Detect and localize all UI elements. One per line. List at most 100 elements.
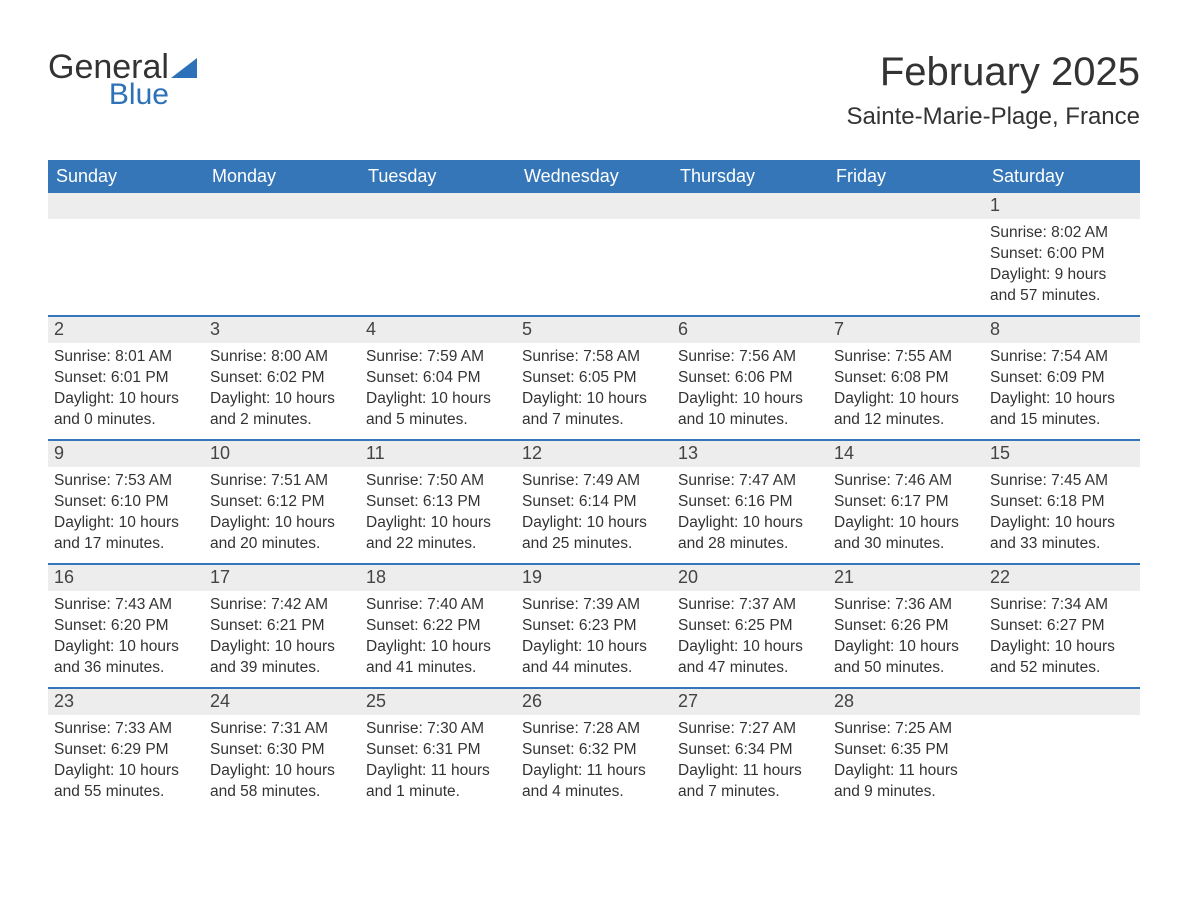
logo: General Blue xyxy=(48,50,203,110)
day-number: 8 xyxy=(984,317,1140,343)
sunrise-text: Sunrise: 7:28 AM xyxy=(522,719,666,740)
day-body: Sunrise: 7:49 AMSunset: 6:14 PMDaylight:… xyxy=(516,467,672,563)
week-row: 9101112131415Sunrise: 7:53 AMSunset: 6:1… xyxy=(48,439,1140,563)
day-body xyxy=(828,219,984,315)
day-body: Sunrise: 7:46 AMSunset: 6:17 PMDaylight:… xyxy=(828,467,984,563)
logo-text: General Blue xyxy=(48,50,169,110)
day-body xyxy=(984,715,1140,811)
day-number xyxy=(828,193,984,219)
dow-cell: Saturday xyxy=(984,160,1140,193)
sunrise-text: Sunrise: 7:39 AM xyxy=(522,595,666,616)
sunrise-text: Sunrise: 7:43 AM xyxy=(54,595,198,616)
daylight-text: Daylight: 10 hours and 36 minutes. xyxy=(54,637,198,679)
sunrise-text: Sunrise: 7:31 AM xyxy=(210,719,354,740)
daylight-text: Daylight: 9 hours and 57 minutes. xyxy=(990,265,1134,307)
day-body: Sunrise: 7:33 AMSunset: 6:29 PMDaylight:… xyxy=(48,715,204,811)
day-number: 19 xyxy=(516,565,672,591)
daylight-text: Daylight: 10 hours and 0 minutes. xyxy=(54,389,198,431)
sunrise-text: Sunrise: 7:27 AM xyxy=(678,719,822,740)
day-number: 6 xyxy=(672,317,828,343)
day-body: Sunrise: 7:58 AMSunset: 6:05 PMDaylight:… xyxy=(516,343,672,439)
day-number: 13 xyxy=(672,441,828,467)
day-number xyxy=(672,193,828,219)
sunset-text: Sunset: 6:20 PM xyxy=(54,616,198,637)
daylight-text: Daylight: 10 hours and 22 minutes. xyxy=(366,513,510,555)
day-body: Sunrise: 7:47 AMSunset: 6:16 PMDaylight:… xyxy=(672,467,828,563)
sunset-text: Sunset: 6:01 PM xyxy=(54,368,198,389)
sunrise-text: Sunrise: 7:47 AM xyxy=(678,471,822,492)
day-number: 2 xyxy=(48,317,204,343)
sunrise-text: Sunrise: 7:55 AM xyxy=(834,347,978,368)
logo-triangle-icon xyxy=(171,56,203,85)
day-number xyxy=(984,689,1140,715)
daylight-text: Daylight: 11 hours and 9 minutes. xyxy=(834,761,978,803)
daylight-text: Daylight: 10 hours and 28 minutes. xyxy=(678,513,822,555)
sunrise-text: Sunrise: 7:33 AM xyxy=(54,719,198,740)
daylight-text: Daylight: 10 hours and 58 minutes. xyxy=(210,761,354,803)
day-number: 9 xyxy=(48,441,204,467)
sunrise-text: Sunrise: 7:34 AM xyxy=(990,595,1134,616)
daylight-text: Daylight: 11 hours and 4 minutes. xyxy=(522,761,666,803)
weeks-container: 1Sunrise: 8:02 AMSunset: 6:00 PMDaylight… xyxy=(48,193,1140,811)
daylight-text: Daylight: 10 hours and 17 minutes. xyxy=(54,513,198,555)
dow-cell: Thursday xyxy=(672,160,828,193)
daylight-text: Daylight: 10 hours and 33 minutes. xyxy=(990,513,1134,555)
dow-row: Sunday Monday Tuesday Wednesday Thursday… xyxy=(48,160,1140,193)
day-number: 24 xyxy=(204,689,360,715)
day-number: 21 xyxy=(828,565,984,591)
sunset-text: Sunset: 6:17 PM xyxy=(834,492,978,513)
week-row: 16171819202122Sunrise: 7:43 AMSunset: 6:… xyxy=(48,563,1140,687)
sunset-text: Sunset: 6:34 PM xyxy=(678,740,822,761)
day-number: 28 xyxy=(828,689,984,715)
sunset-text: Sunset: 6:25 PM xyxy=(678,616,822,637)
sunrise-text: Sunrise: 8:01 AM xyxy=(54,347,198,368)
sunrise-text: Sunrise: 7:45 AM xyxy=(990,471,1134,492)
day-number: 4 xyxy=(360,317,516,343)
day-body: Sunrise: 7:34 AMSunset: 6:27 PMDaylight:… xyxy=(984,591,1140,687)
sunrise-text: Sunrise: 8:02 AM xyxy=(990,223,1134,244)
week-row: 2345678Sunrise: 8:01 AMSunset: 6:01 PMDa… xyxy=(48,315,1140,439)
sunrise-text: Sunrise: 7:58 AM xyxy=(522,347,666,368)
day-body: Sunrise: 7:31 AMSunset: 6:30 PMDaylight:… xyxy=(204,715,360,811)
header: General Blue February 2025 Sainte-Marie-… xyxy=(48,50,1140,150)
sunrise-text: Sunrise: 7:59 AM xyxy=(366,347,510,368)
dow-cell: Sunday xyxy=(48,160,204,193)
day-number: 1 xyxy=(984,193,1140,219)
daylight-text: Daylight: 10 hours and 25 minutes. xyxy=(522,513,666,555)
daylight-text: Daylight: 10 hours and 20 minutes. xyxy=(210,513,354,555)
sunset-text: Sunset: 6:27 PM xyxy=(990,616,1134,637)
sunset-text: Sunset: 6:22 PM xyxy=(366,616,510,637)
sunrise-text: Sunrise: 7:56 AM xyxy=(678,347,822,368)
week-row: 232425262728Sunrise: 7:33 AMSunset: 6:29… xyxy=(48,687,1140,811)
sunrise-text: Sunrise: 7:50 AM xyxy=(366,471,510,492)
dow-cell: Friday xyxy=(828,160,984,193)
day-body: Sunrise: 7:27 AMSunset: 6:34 PMDaylight:… xyxy=(672,715,828,811)
day-number xyxy=(516,193,672,219)
sunset-text: Sunset: 6:31 PM xyxy=(366,740,510,761)
sunset-text: Sunset: 6:05 PM xyxy=(522,368,666,389)
day-number: 7 xyxy=(828,317,984,343)
daylight-text: Daylight: 10 hours and 2 minutes. xyxy=(210,389,354,431)
daylight-text: Daylight: 10 hours and 30 minutes. xyxy=(834,513,978,555)
sunrise-text: Sunrise: 7:54 AM xyxy=(990,347,1134,368)
sunset-text: Sunset: 6:21 PM xyxy=(210,616,354,637)
sunset-text: Sunset: 6:23 PM xyxy=(522,616,666,637)
daylight-text: Daylight: 10 hours and 44 minutes. xyxy=(522,637,666,679)
day-body: Sunrise: 7:25 AMSunset: 6:35 PMDaylight:… xyxy=(828,715,984,811)
day-body xyxy=(516,219,672,315)
day-body: Sunrise: 8:00 AMSunset: 6:02 PMDaylight:… xyxy=(204,343,360,439)
sunset-text: Sunset: 6:14 PM xyxy=(522,492,666,513)
day-body xyxy=(204,219,360,315)
location: Sainte-Marie-Plage, France xyxy=(847,103,1140,131)
sunset-text: Sunset: 6:29 PM xyxy=(54,740,198,761)
daylight-text: Daylight: 10 hours and 5 minutes. xyxy=(366,389,510,431)
day-body xyxy=(48,219,204,315)
daylight-text: Daylight: 10 hours and 41 minutes. xyxy=(366,637,510,679)
day-body: Sunrise: 7:42 AMSunset: 6:21 PMDaylight:… xyxy=(204,591,360,687)
day-body xyxy=(672,219,828,315)
month-title: February 2025 xyxy=(847,50,1140,95)
day-number: 23 xyxy=(48,689,204,715)
dow-cell: Tuesday xyxy=(360,160,516,193)
sunset-text: Sunset: 6:13 PM xyxy=(366,492,510,513)
day-number: 16 xyxy=(48,565,204,591)
